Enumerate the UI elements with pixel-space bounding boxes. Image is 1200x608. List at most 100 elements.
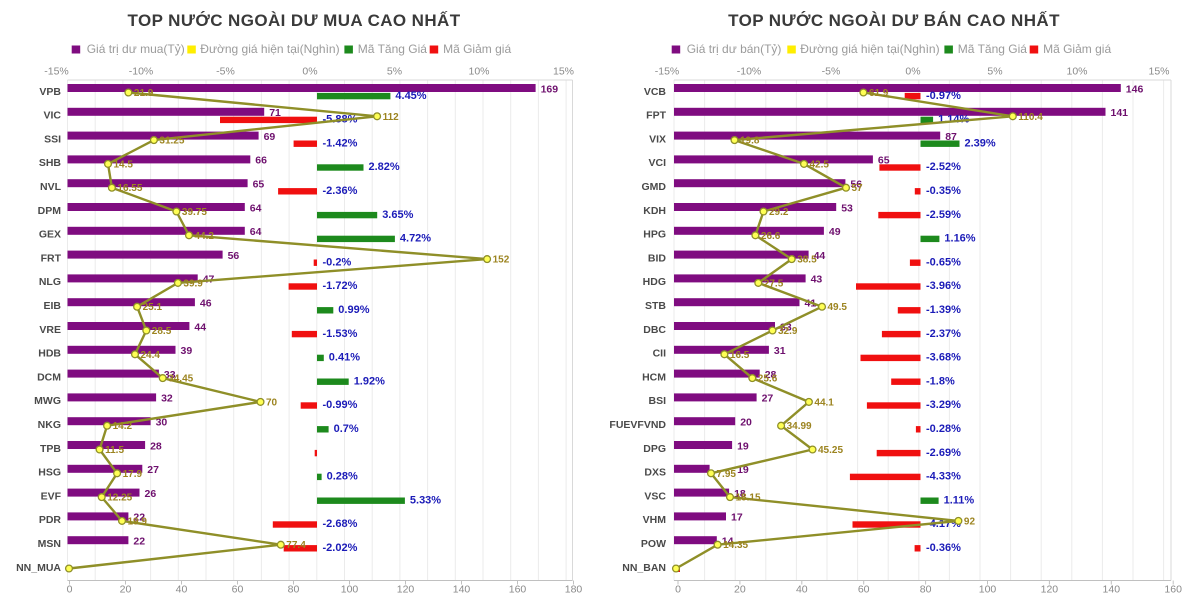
svg-text:27.5: 27.5 <box>764 278 784 289</box>
svg-text:44.2: 44.2 <box>195 231 215 242</box>
svg-text:-2.02%: -2.02% <box>323 542 358 554</box>
svg-text:-3.68%: -3.68% <box>926 352 961 364</box>
svg-text:PDR: PDR <box>39 514 62 526</box>
svg-text:-10%: -10% <box>737 66 762 78</box>
svg-text:GMD: GMD <box>642 181 667 193</box>
svg-text:VPB: VPB <box>39 86 61 98</box>
svg-text:146: 146 <box>1126 83 1144 95</box>
svg-text:34.99: 34.99 <box>787 421 812 432</box>
svg-text:160: 160 <box>1164 584 1182 596</box>
svg-text:31.25: 31.25 <box>159 136 184 147</box>
svg-text:-0.65%: -0.65% <box>926 256 961 268</box>
svg-text:44: 44 <box>814 250 826 262</box>
svg-text:VIX: VIX <box>649 133 666 145</box>
svg-text:30: 30 <box>156 417 168 429</box>
svg-text:-5%: -5% <box>216 66 235 78</box>
svg-text:80: 80 <box>288 584 300 596</box>
svg-text:TOP NƯỚC NGOÀI DƯ MUA CAO NHẤT: TOP NƯỚC NGOÀI DƯ MUA CAO NHẤT <box>127 11 460 30</box>
svg-text:70: 70 <box>266 397 278 408</box>
svg-text:38.5: 38.5 <box>797 255 817 266</box>
svg-text:-2.68%: -2.68% <box>323 518 358 530</box>
svg-text:120: 120 <box>397 584 415 596</box>
svg-text:Giá trị dư mua(Tỷ): Giá trị dư mua(Tỷ) <box>87 42 185 56</box>
svg-text:0%: 0% <box>905 66 920 78</box>
svg-text:Mã Tăng Giá: Mã Tăng Giá <box>358 42 427 56</box>
svg-text:14.35: 14.35 <box>723 540 748 551</box>
svg-text:-2.37%: -2.37% <box>926 328 961 340</box>
svg-text:34.45: 34.45 <box>168 374 193 385</box>
svg-text:KDH: KDH <box>643 205 666 217</box>
svg-text:22: 22 <box>133 512 145 524</box>
svg-text:56: 56 <box>228 250 240 262</box>
svg-text:77.4: 77.4 <box>286 540 306 551</box>
svg-text:40: 40 <box>176 584 188 596</box>
svg-text:29.2: 29.2 <box>769 207 789 218</box>
svg-text:-4.33%: -4.33% <box>926 471 961 483</box>
svg-text:110.4: 110.4 <box>1018 112 1043 123</box>
svg-text:-0.2%: -0.2% <box>323 256 352 268</box>
svg-text:24.4: 24.4 <box>141 350 161 361</box>
svg-text:FUEVFVND: FUEVFVND <box>609 419 666 431</box>
svg-text:VIC: VIC <box>43 110 61 122</box>
svg-text:80: 80 <box>920 584 932 596</box>
svg-text:22: 22 <box>133 536 145 548</box>
svg-text:17: 17 <box>731 512 743 524</box>
svg-text:-15%: -15% <box>44 66 69 78</box>
svg-text:FRT: FRT <box>41 252 62 264</box>
svg-text:VSC: VSC <box>644 490 666 502</box>
svg-text:44.1: 44.1 <box>814 397 834 408</box>
svg-text:31: 31 <box>774 345 786 357</box>
svg-text:-0.36%: -0.36% <box>926 542 961 554</box>
svg-text:180: 180 <box>565 584 583 596</box>
svg-text:141: 141 <box>1111 107 1129 119</box>
svg-text:61.9: 61.9 <box>869 88 889 99</box>
svg-text:33: 33 <box>780 321 792 333</box>
svg-text:NVL: NVL <box>40 181 62 193</box>
svg-text:112: 112 <box>383 112 400 123</box>
svg-text:FPT: FPT <box>646 110 666 122</box>
svg-text:28: 28 <box>765 369 777 381</box>
svg-text:-3.96%: -3.96% <box>926 280 961 292</box>
svg-text:TOP NƯỚC NGOÀI DƯ BÁN CAO NHẤT: TOP NƯỚC NGOÀI DƯ BÁN CAO NHẤT <box>728 11 1060 30</box>
svg-text:-1.53%: -1.53% <box>323 328 358 340</box>
svg-text:-1.39%: -1.39% <box>926 304 961 316</box>
svg-text:87: 87 <box>945 131 957 143</box>
svg-text:0: 0 <box>675 584 681 596</box>
svg-text:120: 120 <box>1041 584 1059 596</box>
svg-text:4.45%: 4.45% <box>395 90 426 102</box>
svg-text:0.28%: 0.28% <box>327 471 358 483</box>
svg-text:VHM: VHM <box>643 514 667 526</box>
svg-text:39: 39 <box>181 345 193 357</box>
svg-text:-0.99%: -0.99% <box>323 399 358 411</box>
svg-text:16.55: 16.55 <box>117 183 142 194</box>
svg-text:DBC: DBC <box>643 324 666 336</box>
svg-text:1.16%: 1.16% <box>944 233 975 245</box>
svg-text:53: 53 <box>841 202 853 214</box>
svg-text:DXS: DXS <box>644 467 666 479</box>
svg-text:57: 57 <box>852 183 864 194</box>
svg-text:0.41%: 0.41% <box>329 352 360 364</box>
svg-text:49.5: 49.5 <box>828 302 848 313</box>
svg-text:100: 100 <box>979 584 997 596</box>
svg-text:44: 44 <box>194 321 206 333</box>
svg-text:EVF: EVF <box>41 490 62 502</box>
svg-text:-1.42%: -1.42% <box>323 137 358 149</box>
svg-text:4.72%: 4.72% <box>400 233 431 245</box>
svg-text:10%: 10% <box>468 66 489 78</box>
svg-text:2.82%: 2.82% <box>369 161 400 173</box>
svg-text:SHB: SHB <box>39 157 62 169</box>
svg-text:CII: CII <box>653 348 667 360</box>
svg-text:5%: 5% <box>987 66 1002 78</box>
svg-text:45.25: 45.25 <box>818 445 843 456</box>
svg-text:3.65%: 3.65% <box>382 209 413 221</box>
svg-text:152: 152 <box>493 255 510 266</box>
svg-text:49: 49 <box>829 226 841 238</box>
svg-text:DCM: DCM <box>37 371 61 383</box>
svg-text:-10%: -10% <box>129 66 154 78</box>
svg-text:1.92%: 1.92% <box>354 375 385 387</box>
svg-text:NN_MUA: NN_MUA <box>16 562 61 574</box>
svg-text:2.39%: 2.39% <box>965 137 996 149</box>
svg-text:19.9: 19.9 <box>128 516 148 527</box>
svg-text:21.9: 21.9 <box>134 88 154 99</box>
svg-text:65: 65 <box>253 179 265 191</box>
